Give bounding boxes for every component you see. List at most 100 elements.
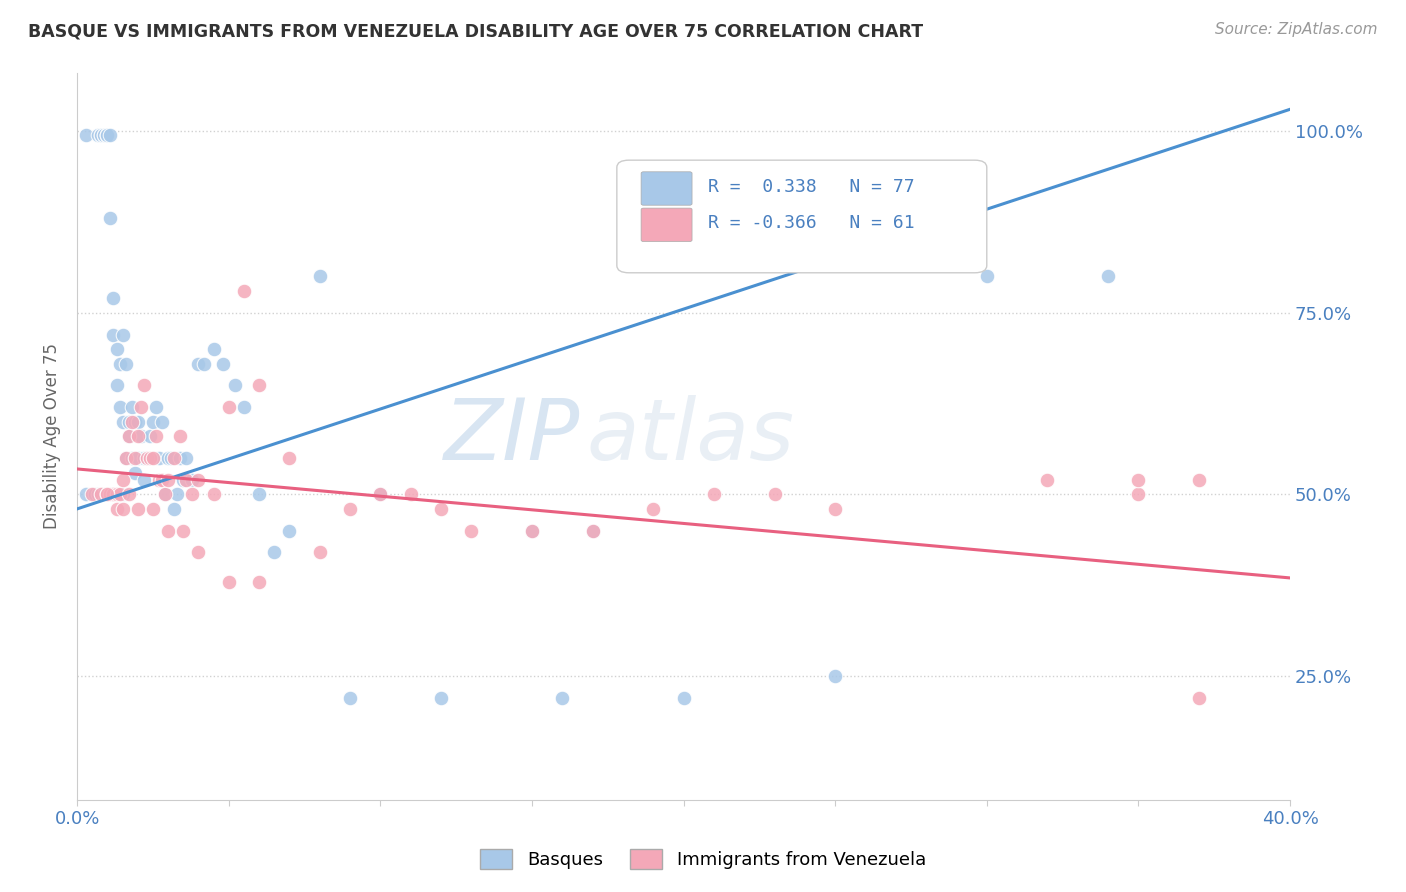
Point — [103, 291, 125, 305]
Point — [202, 487, 225, 501]
Point — [75, 128, 97, 142]
Point — [672, 690, 695, 705]
Point — [145, 400, 167, 414]
Point — [132, 378, 155, 392]
Point — [193, 357, 215, 371]
Point — [824, 669, 846, 683]
Point — [87, 128, 110, 142]
Point — [247, 487, 270, 501]
Point — [430, 502, 453, 516]
Point — [460, 524, 482, 538]
Point — [145, 429, 167, 443]
Point — [105, 487, 128, 501]
Point — [117, 487, 139, 501]
Point — [127, 502, 149, 516]
Point — [339, 502, 361, 516]
Point — [157, 473, 180, 487]
Point — [163, 502, 186, 516]
Point — [96, 128, 118, 142]
Point — [142, 502, 165, 516]
Point — [105, 342, 128, 356]
Point — [430, 690, 453, 705]
Point — [370, 487, 392, 501]
Point — [135, 451, 157, 466]
Point — [520, 524, 543, 538]
Point — [108, 487, 131, 501]
Point — [103, 487, 125, 501]
Point — [90, 128, 112, 142]
Point — [100, 128, 122, 142]
Point — [108, 487, 131, 501]
Point — [105, 378, 128, 392]
Point — [232, 400, 254, 414]
Point — [643, 502, 665, 516]
Point — [93, 128, 115, 142]
Point — [114, 451, 136, 466]
Point — [263, 545, 285, 559]
Point — [202, 342, 225, 356]
Text: Source: ZipAtlas.com: Source: ZipAtlas.com — [1215, 22, 1378, 37]
Point — [121, 400, 143, 414]
Text: BASQUE VS IMMIGRANTS FROM VENEZUELA DISABILITY AGE OVER 75 CORRELATION CHART: BASQUE VS IMMIGRANTS FROM VENEZUELA DISA… — [28, 22, 924, 40]
Point — [187, 473, 209, 487]
Point — [224, 378, 246, 392]
Point — [132, 451, 155, 466]
Point — [278, 451, 301, 466]
Text: R = -0.366   N = 61: R = -0.366 N = 61 — [707, 214, 914, 233]
Legend: Basques, Immigrants from Venezuela: Basques, Immigrants from Venezuela — [471, 839, 935, 879]
Point — [181, 473, 204, 487]
Point — [127, 429, 149, 443]
Point — [93, 487, 115, 501]
Point — [111, 415, 134, 429]
FancyBboxPatch shape — [641, 172, 692, 205]
Point — [132, 473, 155, 487]
Point — [96, 487, 118, 501]
Text: R =  0.338   N = 77: R = 0.338 N = 77 — [707, 178, 914, 196]
Point — [581, 524, 603, 538]
Point — [105, 502, 128, 516]
Point — [551, 690, 574, 705]
Point — [153, 487, 176, 501]
Point — [169, 429, 191, 443]
Point — [117, 429, 139, 443]
Point — [218, 574, 240, 589]
Point — [150, 415, 173, 429]
Point — [96, 128, 118, 142]
Point — [111, 327, 134, 342]
Point — [96, 487, 118, 501]
Point — [1036, 473, 1059, 487]
Point — [174, 473, 197, 487]
Point — [117, 415, 139, 429]
Point — [139, 429, 162, 443]
Y-axis label: Disability Age Over 75: Disability Age Over 75 — [44, 343, 60, 529]
Point — [278, 524, 301, 538]
Point — [163, 451, 186, 466]
Point — [114, 357, 136, 371]
Point — [148, 451, 170, 466]
Point — [93, 128, 115, 142]
Point — [172, 473, 194, 487]
Point — [520, 524, 543, 538]
Point — [108, 357, 131, 371]
Text: ZIP: ZIP — [444, 395, 581, 478]
Point — [174, 451, 197, 466]
Point — [308, 545, 330, 559]
Point — [124, 466, 146, 480]
Point — [96, 487, 118, 501]
Point — [117, 429, 139, 443]
Point — [129, 400, 152, 414]
Point — [218, 400, 240, 414]
Point — [90, 128, 112, 142]
Point — [763, 487, 786, 501]
Point — [308, 269, 330, 284]
Point — [157, 451, 180, 466]
Point — [181, 487, 204, 501]
Point — [232, 284, 254, 298]
Point — [129, 429, 152, 443]
Point — [142, 415, 165, 429]
Point — [370, 487, 392, 501]
Point — [90, 487, 112, 501]
Point — [157, 524, 180, 538]
Point — [142, 451, 165, 466]
Point — [166, 487, 188, 501]
